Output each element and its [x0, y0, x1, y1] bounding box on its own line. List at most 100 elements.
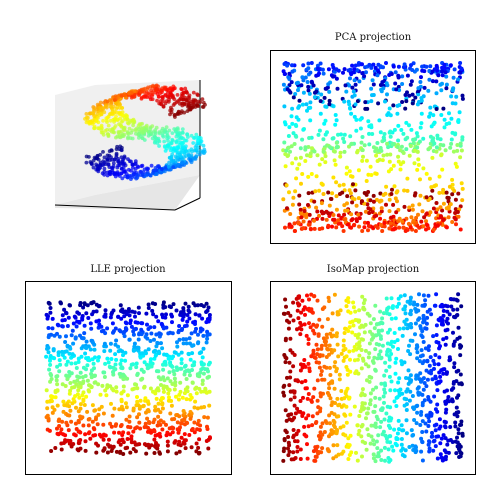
isomap-point [430, 430, 434, 435]
lle-point [98, 392, 103, 397]
isomap-point [360, 294, 365, 299]
scurve-point [115, 165, 120, 170]
isomap-point [454, 405, 459, 410]
scurve-point [125, 130, 130, 134]
isomap-point [390, 306, 395, 310]
lle-point [53, 395, 58, 400]
scurve-point [170, 137, 175, 142]
pca-point [434, 149, 439, 154]
pca-point [398, 148, 403, 153]
isomap-point [454, 369, 459, 374]
lle-point [118, 303, 123, 308]
isomap-point [295, 445, 300, 449]
pca-point [378, 83, 383, 87]
scurve-point [193, 156, 198, 160]
isomap-point [392, 331, 397, 335]
isomap-point [331, 456, 336, 461]
scurve-point [159, 167, 164, 171]
isomap-point [392, 427, 397, 432]
isomap-point [355, 357, 360, 362]
lle-point [205, 336, 210, 341]
isomap-point [283, 360, 288, 365]
isomap-point [311, 449, 316, 454]
isomap-point [315, 352, 320, 357]
pca-point [290, 63, 294, 68]
isomap-point [393, 388, 397, 393]
isomap-point [331, 443, 336, 448]
lle-point [190, 427, 195, 431]
scurve-point [180, 145, 185, 149]
scurve-point [175, 131, 180, 135]
lle-point [196, 332, 200, 337]
isomap-point [315, 411, 320, 416]
lle-point [64, 373, 69, 378]
pca-point [453, 197, 458, 202]
isomap-point [392, 399, 397, 404]
pca-point [388, 152, 393, 157]
pca-point [326, 223, 331, 228]
lle-point [65, 438, 70, 443]
lle-scatter-plot [44, 300, 212, 456]
lle-point [111, 444, 116, 449]
isomap-point [445, 309, 450, 314]
pca-point [301, 78, 306, 83]
pca-point [360, 158, 365, 163]
lle-point [69, 419, 74, 424]
pca-point [373, 65, 378, 70]
isomap-point [303, 312, 307, 317]
isomap-point [347, 349, 352, 354]
pca-point [438, 137, 443, 142]
pca-point [353, 188, 358, 193]
lle-point [164, 422, 168, 427]
lle-point [97, 322, 102, 327]
lle-point [83, 439, 88, 444]
isomap-point [286, 453, 291, 458]
isomap-point [378, 349, 383, 354]
pca-point [375, 141, 380, 145]
isomap-point [306, 337, 311, 342]
isomap-point [377, 342, 382, 347]
pca-point [454, 164, 459, 169]
isomap-point [395, 338, 400, 343]
isomap-point [314, 420, 319, 424]
isomap-point [298, 457, 303, 461]
lle-point [146, 365, 151, 370]
lle-point [110, 413, 115, 418]
lle-point [181, 306, 186, 311]
pca-point [344, 89, 349, 94]
isomap-point [380, 432, 385, 437]
pca-point [449, 94, 454, 99]
pca-point [381, 65, 385, 70]
scurve-point [125, 117, 130, 121]
scurve-point [121, 134, 126, 138]
pca-point [402, 62, 407, 67]
lle-point [197, 374, 202, 379]
pca-point [446, 196, 451, 200]
isomap-point [370, 359, 375, 364]
lle-point [83, 345, 88, 350]
isomap-point [404, 389, 409, 394]
pca-point [283, 122, 288, 127]
lle-point [92, 347, 97, 352]
lle-point [85, 378, 90, 383]
isomap-point [350, 330, 355, 335]
pca-point [416, 86, 421, 91]
isomap-point [451, 307, 456, 312]
lle-point [182, 432, 187, 437]
lle-point [187, 413, 192, 417]
lle-point [61, 432, 66, 437]
isomap-point [441, 371, 446, 376]
lle-point [205, 424, 209, 429]
pca-point [380, 158, 385, 163]
scurve-point [105, 115, 110, 120]
pca-point [321, 71, 326, 76]
pca-point [345, 201, 349, 206]
pca-point [393, 70, 398, 75]
lle-point [206, 369, 210, 374]
isomap-point [298, 447, 303, 452]
pca-point [393, 81, 398, 86]
isomap-point [438, 452, 443, 457]
pca-point [334, 140, 339, 145]
isomap-point [288, 389, 293, 394]
lle-point [135, 425, 139, 430]
